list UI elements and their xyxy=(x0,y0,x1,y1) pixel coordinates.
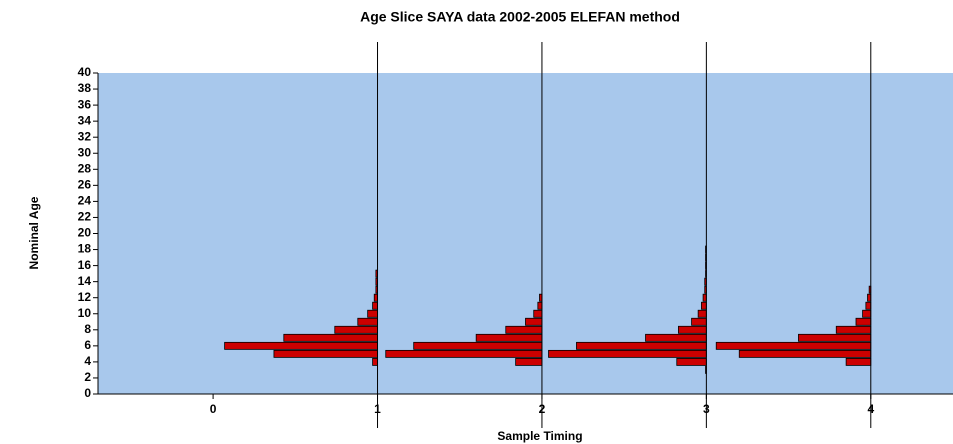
bar xyxy=(835,325,872,334)
y-tick-label: 36 xyxy=(78,97,92,111)
y-tick-label: 38 xyxy=(78,81,92,95)
bar xyxy=(576,341,707,350)
bar xyxy=(413,341,543,350)
bar xyxy=(224,341,378,350)
bar xyxy=(372,301,378,310)
bar xyxy=(273,349,378,358)
y-tick-label: 32 xyxy=(78,129,92,143)
bar xyxy=(715,341,872,350)
y-tick-label: 20 xyxy=(78,226,92,240)
bar xyxy=(862,309,872,318)
y-tick-label: 12 xyxy=(78,290,92,304)
y-tick-label: 0 xyxy=(84,386,91,400)
bar xyxy=(515,357,543,366)
bar xyxy=(855,317,872,326)
y-tick-label: 6 xyxy=(84,338,91,352)
bar xyxy=(676,357,707,366)
y-tick-label: 40 xyxy=(78,65,92,79)
bar xyxy=(505,325,543,334)
bar xyxy=(678,325,707,334)
bar xyxy=(283,333,378,342)
y-axis-label: Nominal Age xyxy=(27,196,41,269)
y-tick-label: 26 xyxy=(78,178,92,192)
bar xyxy=(645,333,707,342)
bar xyxy=(548,349,707,358)
bar xyxy=(865,301,872,310)
y-tick-label: 2 xyxy=(84,370,91,384)
bar xyxy=(357,317,378,326)
bar xyxy=(798,333,872,342)
bar xyxy=(537,301,543,310)
bar xyxy=(533,309,543,318)
bar xyxy=(367,309,378,318)
bar xyxy=(845,357,872,366)
bar xyxy=(475,333,543,342)
y-tick-label: 18 xyxy=(78,242,92,256)
y-tick-label: 8 xyxy=(84,322,91,336)
bar xyxy=(697,309,707,318)
x-axis-label: Sample Timing xyxy=(497,429,582,443)
y-tick-label: 16 xyxy=(78,258,92,272)
y-tick-label: 34 xyxy=(78,113,92,127)
y-tick-label: 28 xyxy=(78,161,92,175)
y-tick-label: 24 xyxy=(78,194,92,208)
bar xyxy=(691,317,707,326)
y-tick-label: 14 xyxy=(78,274,92,288)
y-tick-label: 30 xyxy=(78,145,92,159)
y-tick-label: 4 xyxy=(84,354,91,368)
x-tick-label: 0 xyxy=(210,402,217,416)
y-tick-label: 10 xyxy=(78,306,92,320)
chart-title: Age Slice SAYA data 2002-2005 ELEFAN met… xyxy=(360,9,680,25)
y-tick-label: 22 xyxy=(78,210,92,224)
bar xyxy=(334,325,378,334)
bar xyxy=(738,349,872,358)
bar xyxy=(701,301,707,310)
bar xyxy=(372,357,378,366)
bar xyxy=(385,349,543,358)
bar xyxy=(525,317,543,326)
